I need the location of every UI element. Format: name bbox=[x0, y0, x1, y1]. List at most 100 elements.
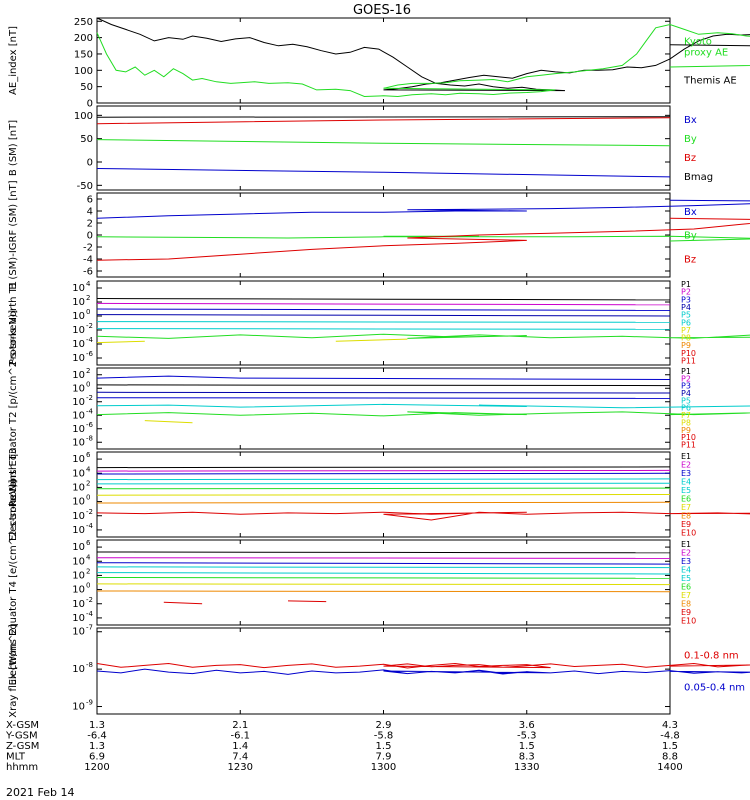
y-tick-label: 0 bbox=[87, 231, 93, 242]
legend-entry: E9 bbox=[681, 520, 691, 529]
y-tick-label: 10 bbox=[72, 468, 85, 479]
series-line bbox=[96, 139, 671, 147]
y-tick-label: 10 bbox=[72, 283, 85, 294]
series-line bbox=[96, 411, 750, 417]
series-line bbox=[96, 328, 671, 330]
legend-entry: P7 bbox=[681, 411, 691, 420]
series-line bbox=[96, 590, 671, 593]
series-line bbox=[96, 662, 750, 669]
y-tick-exponent: -8 bbox=[86, 661, 93, 669]
y-tick-label: 10 bbox=[72, 383, 85, 394]
series-line bbox=[96, 403, 750, 409]
legend-entry: P9 bbox=[681, 426, 691, 435]
series-line bbox=[163, 601, 203, 605]
date-label: 2021 Feb 14 bbox=[6, 786, 74, 799]
x-axis-value: -6.1 bbox=[230, 731, 250, 742]
series-line bbox=[96, 494, 671, 496]
x-axis-row-label: MLT bbox=[6, 752, 26, 763]
y-tick-exponent: -2 bbox=[86, 322, 93, 330]
x-axis-value: 1300 bbox=[371, 762, 396, 773]
series-line bbox=[96, 478, 671, 481]
legend-entry: Themis AE bbox=[683, 76, 737, 87]
series-line bbox=[96, 217, 750, 261]
panel-frame bbox=[96, 367, 671, 450]
legend-entry: P6 bbox=[681, 404, 691, 413]
y-tick-exponent: -2 bbox=[86, 596, 93, 604]
legend-entry: E3 bbox=[681, 557, 691, 566]
series-line bbox=[96, 472, 671, 475]
series-line bbox=[96, 391, 671, 394]
legend-entry: P2 bbox=[681, 288, 691, 297]
y-tick-exponent: 2 bbox=[86, 567, 90, 575]
y-tick-exponent: 0 bbox=[86, 380, 90, 388]
x-axis-row-label: Y-GSM bbox=[5, 731, 38, 742]
legend-entry: E8 bbox=[681, 599, 691, 608]
legend-entry: E2 bbox=[681, 548, 691, 557]
x-axis-value: 8.8 bbox=[662, 752, 678, 763]
y-tick-label: 10 bbox=[72, 497, 85, 508]
legend-entry: P5 bbox=[681, 396, 691, 405]
legend-entry: P3 bbox=[681, 295, 691, 304]
series-line bbox=[96, 168, 671, 178]
series-line bbox=[96, 469, 671, 472]
series-line bbox=[96, 333, 750, 339]
legend-entry: P4 bbox=[681, 389, 691, 398]
legend-entry: E7 bbox=[681, 503, 691, 512]
y-tick-exponent: 0 bbox=[86, 494, 90, 502]
x-axis-value: 1.5 bbox=[519, 741, 535, 752]
x-axis-value: 1200 bbox=[84, 762, 109, 773]
y-tick-exponent: -2 bbox=[86, 394, 93, 402]
series-line bbox=[96, 397, 671, 399]
y-tick-label: 10 bbox=[72, 410, 85, 421]
legend-entry: P1 bbox=[681, 367, 691, 376]
figure-title: GOES-16 bbox=[353, 3, 411, 18]
x-axis-value: 8.3 bbox=[519, 752, 535, 763]
y-tick-label: 10 bbox=[72, 437, 85, 448]
y-tick-label: 10 bbox=[72, 525, 85, 536]
y-tick-exponent: -7 bbox=[86, 624, 93, 632]
series-line bbox=[96, 298, 671, 301]
legend-entry: E4 bbox=[681, 477, 691, 486]
y-tick-exponent: -4 bbox=[86, 407, 94, 415]
series-line bbox=[144, 420, 193, 424]
y-tick-label: 10 bbox=[72, 311, 85, 322]
y-tick-label: 10 bbox=[72, 339, 85, 350]
y-tick-label: -6 bbox=[83, 267, 93, 278]
y-tick-label: 100 bbox=[74, 111, 93, 122]
x-axis-row-label: Z-GSM bbox=[6, 741, 39, 752]
y-tick-exponent: -4 bbox=[86, 610, 94, 618]
series-line bbox=[96, 511, 750, 521]
series-line bbox=[96, 562, 671, 565]
series-line bbox=[287, 600, 327, 603]
y-axis-label: B (SM) [nT] bbox=[8, 120, 19, 176]
legend-entry: P10 bbox=[681, 433, 696, 442]
y-tick-exponent: 2 bbox=[86, 294, 90, 302]
series-line bbox=[96, 572, 671, 575]
y-tick-label: -50 bbox=[77, 181, 93, 192]
legend-entry: By bbox=[684, 231, 697, 242]
x-axis-value: 1.3 bbox=[89, 741, 105, 752]
legend-entry: 0.05-0.4 nm bbox=[684, 683, 745, 694]
legend-entry: 0.1-0.8 nm bbox=[684, 650, 739, 661]
series-line bbox=[335, 338, 408, 342]
legend-entry: Bz bbox=[684, 153, 696, 164]
x-axis-value: 1400 bbox=[657, 762, 682, 773]
y-tick-label: 10 bbox=[72, 370, 85, 381]
legend-entry: P9 bbox=[681, 341, 691, 350]
series-line bbox=[96, 17, 750, 92]
y-tick-exponent: -6 bbox=[86, 421, 94, 429]
legend-entry: proxy AE bbox=[684, 47, 728, 58]
y-axis-label: B (SM)-IGRF (SM) [nT] bbox=[8, 180, 19, 289]
legend-entry: P7 bbox=[681, 326, 691, 335]
y-axis-label: AE_index [nT] bbox=[8, 26, 19, 95]
x-axis-value: 2.9 bbox=[376, 720, 392, 731]
y-tick-exponent: 0 bbox=[86, 308, 90, 316]
legend-entry: E1 bbox=[681, 452, 691, 461]
y-tick-label: 250 bbox=[74, 17, 93, 28]
legend-entry: Bx bbox=[684, 207, 697, 218]
x-axis-value: 1330 bbox=[514, 762, 539, 773]
